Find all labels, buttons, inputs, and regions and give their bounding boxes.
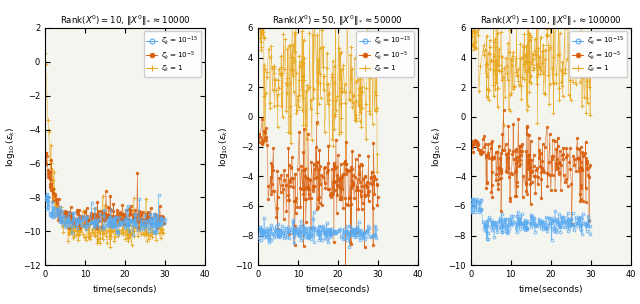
Y-axis label: $\log_{10}(\epsilon_k)$: $\log_{10}(\epsilon_k)$ <box>4 126 17 167</box>
Title: Rank$(X^0) = 100$, $\|X^0\|_* \approx 100000$: Rank$(X^0) = 100$, $\|X^0\|_* \approx 10… <box>480 13 621 28</box>
X-axis label: time(seconds): time(seconds) <box>305 285 370 294</box>
Title: Rank$(X^0) = 50$, $\|X^0\|_* \approx 50000$: Rank$(X^0) = 50$, $\|X^0\|_* \approx 500… <box>273 13 403 28</box>
Legend: $\zeta_k = 10^{-15}$, $\zeta_k = 10^{-5}$, $\zeta_k = 1$: $\zeta_k = 10^{-15}$, $\zeta_k = 10^{-5}… <box>569 32 627 77</box>
Title: Rank$(X^0) = 10$, $\|X^0\|_* \approx 10000$: Rank$(X^0) = 10$, $\|X^0\|_* \approx 100… <box>60 13 190 28</box>
Legend: $\zeta_k = 10^{-15}$, $\zeta_k = 10^{-5}$, $\zeta_k = 1$: $\zeta_k = 10^{-15}$, $\zeta_k = 10^{-5}… <box>143 32 201 77</box>
X-axis label: time(seconds): time(seconds) <box>93 285 157 294</box>
Y-axis label: $\log_{10}(\epsilon_k)$: $\log_{10}(\epsilon_k)$ <box>217 126 230 167</box>
Legend: $\zeta_k = 10^{-15}$, $\zeta_k = 10^{-5}$, $\zeta_k = 1$: $\zeta_k = 10^{-15}$, $\zeta_k = 10^{-5}… <box>356 32 414 77</box>
Y-axis label: $\log_{10}(\epsilon_k)$: $\log_{10}(\epsilon_k)$ <box>430 126 443 167</box>
X-axis label: time(seconds): time(seconds) <box>518 285 583 294</box>
